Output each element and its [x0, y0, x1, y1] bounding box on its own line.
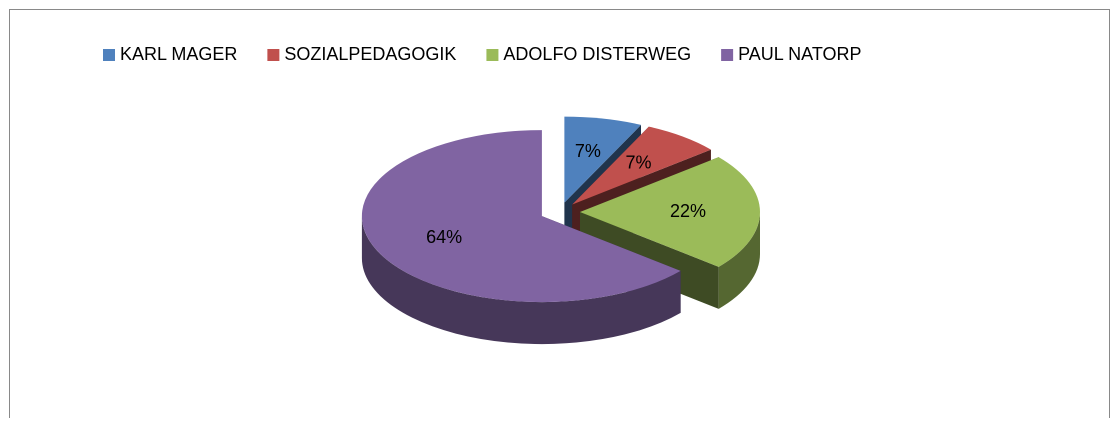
data-label: 7% — [625, 152, 651, 172]
slice-top — [564, 116, 642, 203]
chart-border — [9, 9, 1110, 423]
legend-swatch — [103, 49, 115, 61]
legend-swatch — [486, 49, 499, 61]
data-label: 7% — [575, 141, 601, 161]
data-label: 22% — [670, 201, 706, 221]
slice-top — [361, 130, 681, 303]
legend-swatch — [267, 49, 280, 61]
legend-label: SOZIALPEDAGOGIK — [284, 44, 456, 64]
slice-side — [361, 216, 681, 345]
slice — [361, 130, 681, 345]
legend-swatch — [721, 49, 734, 61]
slice-side — [718, 212, 760, 309]
legend-label: ADOLFO DISTERWEG — [503, 44, 691, 64]
legend-label: KARL MAGER — [120, 44, 237, 64]
slice-top — [572, 126, 711, 205]
data-label: 64% — [426, 227, 462, 247]
legend-label: PAUL NATORP — [738, 44, 861, 64]
slice-top — [580, 157, 760, 267]
